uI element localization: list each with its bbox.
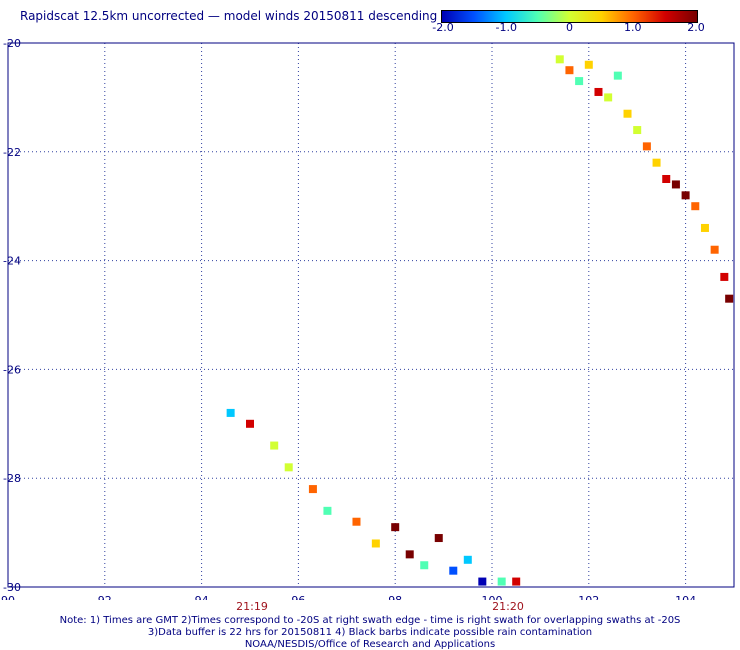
colorbar [441,10,698,23]
x-tick-label: 98 [388,594,402,600]
data-cell [604,93,613,102]
y-tick-label: -28 [3,472,21,485]
colorbar-tick-label: -2.0 [432,21,454,34]
x-tick-label: 96 [291,594,305,600]
data-cell [594,87,603,96]
data-cell [681,191,690,200]
data-cell [623,109,632,118]
data-cell [700,223,709,232]
colorbar-tick-label: -1.0 [495,21,517,34]
x-tick-label: 102 [578,594,599,600]
colorbar-tick-label: 0 [566,21,573,34]
data-cell [691,202,700,211]
data-cell [478,577,487,586]
x-tick-label: 92 [98,594,112,600]
colorbar-tick-label: 2.0 [687,21,705,34]
data-cell [662,175,671,183]
note-line-1: Note: 1) Times are GMT 2)Times correspon… [59,615,681,626]
data-cell [633,126,642,135]
data-cell [565,66,574,75]
colorbar-tick-label: 1.0 [624,21,642,34]
data-cell [555,55,564,64]
data-cell [246,419,254,428]
plot-area: 9092949698100102104-20-22-24-26-28-30 [1,37,735,600]
y-tick-label: -22 [3,146,21,159]
data-cell [371,539,380,548]
x-tick-label: 104 [675,594,696,600]
chart-title: Rapidscat 12.5km uncorrected — model win… [20,9,438,23]
data-cell [284,463,293,472]
data-cell [270,441,279,450]
data-cell [613,71,622,80]
data-cell [497,577,506,586]
data-cell [323,506,332,515]
data-cell [584,60,593,69]
note-line-3: NOAA/NESDIS/Office of Research and Appli… [244,639,496,650]
data-cell [434,534,443,543]
data-cell [449,566,458,575]
data-cell [642,142,651,151]
y-tick-label: -24 [3,255,21,268]
data-cell [671,180,680,189]
data-cell [720,272,729,281]
plot-frame [7,42,735,588]
data-cell [725,294,734,303]
data-cell [226,408,235,417]
data-cell [391,523,400,532]
data-cell [308,485,317,494]
x-tick-label: 100 [482,594,503,600]
time-label-2: 21:20 [492,600,524,613]
data-cell [420,561,429,570]
data-cell [652,158,661,167]
data-cell [463,555,472,564]
x-tick-label: 94 [195,594,209,600]
x-tick-label: 90 [1,594,15,600]
data-cell [405,550,414,559]
data-cell [512,577,521,586]
data-cell [710,245,719,254]
data-cell [575,77,584,86]
time-label-1: 21:19 [236,600,268,613]
note-line-2: 3)Data buffer is 22 hrs for 20150811 4) … [147,627,593,638]
data-cell [352,517,361,526]
y-tick-label: -26 [3,363,21,376]
